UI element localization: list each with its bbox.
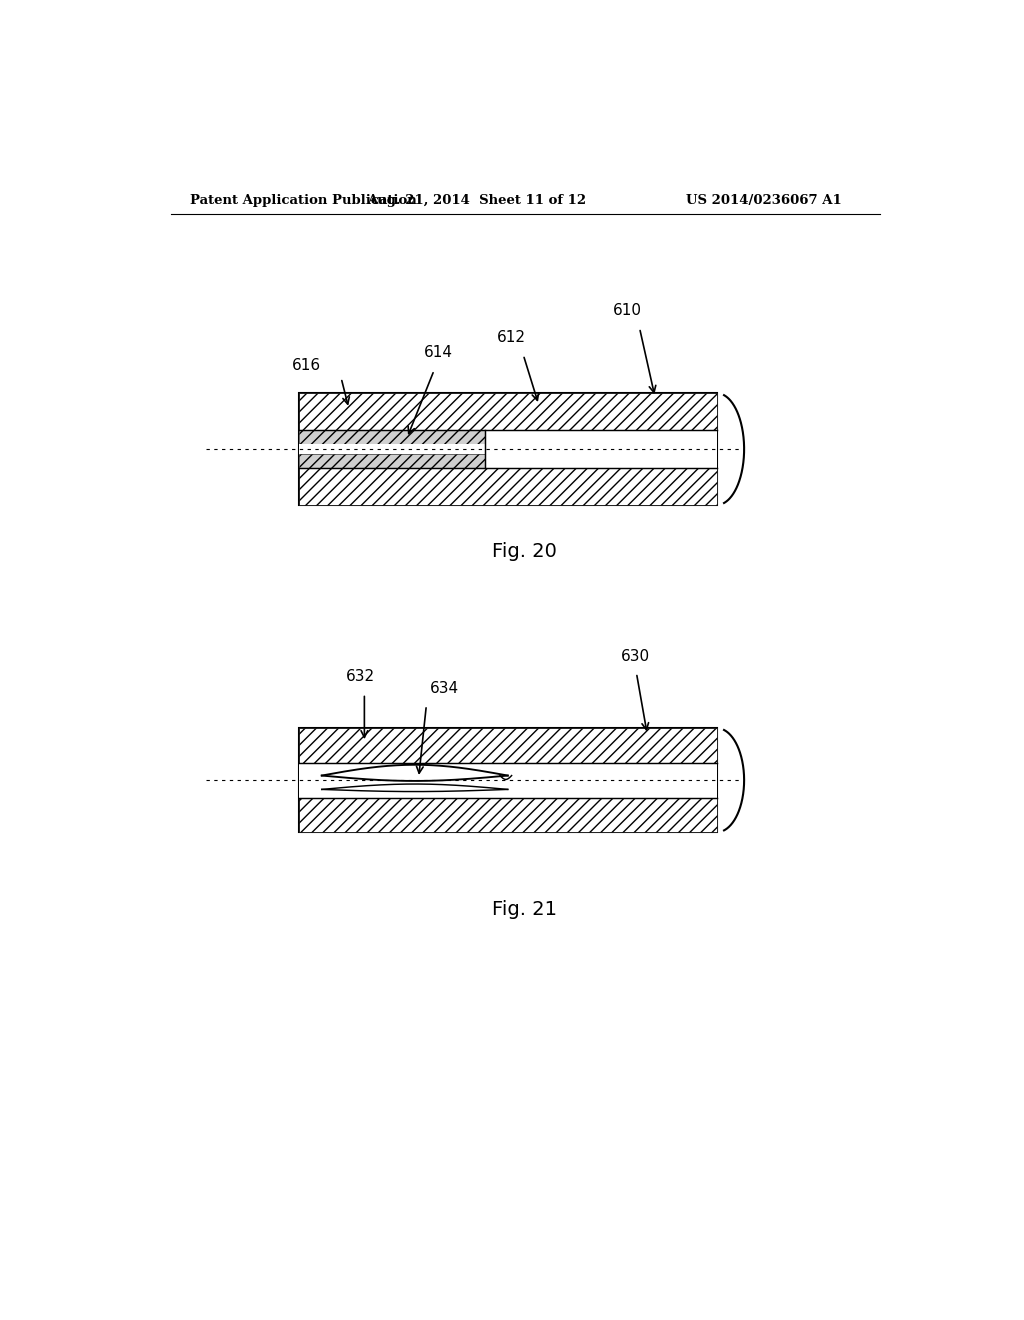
Bar xyxy=(299,797,717,832)
Bar xyxy=(299,454,484,469)
Bar xyxy=(299,729,717,763)
Bar xyxy=(299,444,484,454)
Text: 634: 634 xyxy=(430,681,460,696)
Bar xyxy=(299,729,717,832)
Text: 614: 614 xyxy=(424,345,453,360)
Text: 616: 616 xyxy=(292,358,321,374)
Bar xyxy=(299,393,717,504)
Text: 612: 612 xyxy=(497,330,526,345)
Bar xyxy=(299,763,717,797)
Text: US 2014/0236067 A1: US 2014/0236067 A1 xyxy=(686,194,842,207)
Text: 630: 630 xyxy=(622,648,650,664)
Text: Fig. 21: Fig. 21 xyxy=(493,900,557,919)
Text: 610: 610 xyxy=(613,302,642,318)
Bar xyxy=(299,469,717,506)
Text: Aug. 21, 2014  Sheet 11 of 12: Aug. 21, 2014 Sheet 11 of 12 xyxy=(368,194,587,207)
Bar xyxy=(299,430,717,469)
Text: 632: 632 xyxy=(346,669,375,684)
Bar xyxy=(299,393,717,430)
Text: Fig. 20: Fig. 20 xyxy=(493,541,557,561)
Text: Patent Application Publication: Patent Application Publication xyxy=(190,194,417,207)
Bar xyxy=(299,430,484,444)
